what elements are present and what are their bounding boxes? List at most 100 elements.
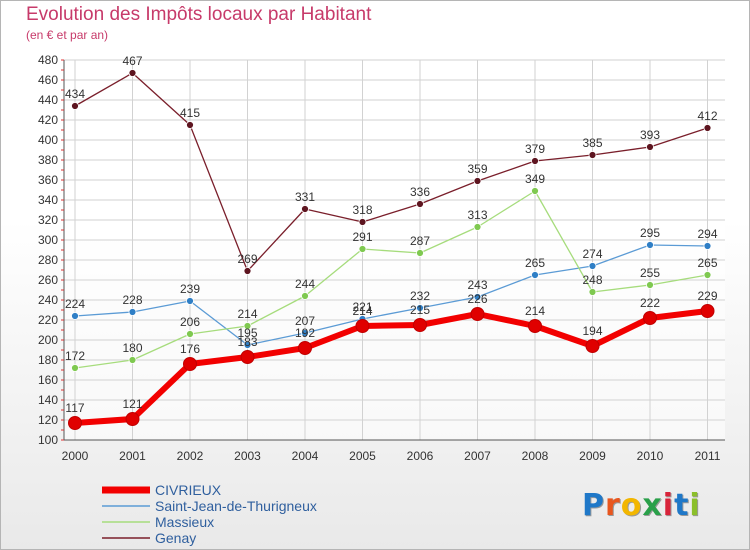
data-label-genay: 415 [180,106,200,120]
data-label-saint-jean-de-thurigneux: 294 [697,227,717,241]
data-label-civrieux: 229 [697,289,717,303]
data-label-saint-jean-de-thurigneux: 243 [467,278,487,292]
logo-letter: x [642,488,663,523]
data-point-genay [243,267,252,275]
legend-label-genay: Genay [155,530,196,546]
data-label-genay: 385 [582,136,602,150]
y-tick-label: 200 [38,333,58,347]
chart-title: Evolution des Impôts locaux par Habitant [26,4,372,25]
legend-label-civrieux: CIVRIEUX [155,482,222,498]
y-tick-label: 100 [38,433,58,447]
y-tick-label: 420 [38,113,58,127]
data-label-massieux: 214 [237,307,257,321]
data-point-saint-jean-de-thurigneux [71,312,79,320]
x-tick-label: 2007 [464,449,491,463]
x-tick-label: 2005 [349,449,376,463]
x-tick-label: 2009 [579,449,606,463]
data-point-saint-jean-de-thurigneux [473,293,482,301]
data-point-genay [301,205,309,213]
data-label-genay: 331 [295,190,315,204]
data-point-genay [703,124,712,132]
data-label-massieux: 248 [582,273,602,287]
data-label-genay: 467 [122,54,142,68]
chart-subtitle: (en € et par an) [26,28,109,42]
data-label-saint-jean-de-thurigneux: 207 [295,314,315,328]
x-tick-label: 2000 [62,449,89,463]
data-point-civrieux [240,350,255,364]
logo-letter: P [582,488,605,523]
x-tick-label: 2010 [637,449,664,463]
data-label-genay: 412 [697,109,717,123]
data-point-genay [71,102,79,110]
data-label-layer: 434 467 415 269 331 318 336 359 379 385 393 412 224 2… [65,54,718,415]
data-label-massieux: 287 [410,234,430,248]
data-label-massieux: 206 [180,315,200,329]
series-line-genay [74,72,709,272]
data-label-genay: 359 [467,162,487,176]
data-label-massieux: 349 [525,172,545,186]
y-tick-label: 120 [38,413,58,427]
axis-layer: 100 120 140 160 180 200 220 240 260 280 300 320 340 3… [38,53,725,463]
data-point-genay [358,218,367,226]
y-tick-label: 440 [38,93,58,107]
data-point-civrieux [183,357,197,371]
data-point-civrieux [413,318,427,332]
y-tick-label: 480 [38,53,58,67]
logo-letter: t [674,488,690,523]
data-label-genay: 379 [525,142,545,156]
y-tick-label: 360 [38,173,58,187]
data-point-massieux [358,245,367,253]
data-label-massieux: 244 [295,277,315,291]
data-label-saint-jean-de-thurigneux: 224 [65,297,85,311]
data-point-civrieux [470,307,485,321]
data-point-genay [416,200,424,208]
data-label-saint-jean-de-thurigneux: 274 [582,247,602,261]
legend: CIVRIEUXSaint-Jean-de-ThurigneuxMassieux… [102,482,317,546]
data-label-saint-jean-de-thurigneux: 239 [180,282,200,296]
data-label-massieux: 265 [697,256,717,270]
grid-layer [64,59,725,441]
data-point-massieux [128,356,137,364]
data-label-saint-jean-de-thurigneux: 195 [237,326,257,340]
plot-area [64,60,725,440]
series-layer [68,69,715,430]
data-point-saint-jean-de-thurigneux [243,341,252,349]
data-label-massieux: 172 [65,349,85,363]
y-tick-label: 240 [38,293,58,307]
data-point-saint-jean-de-thurigneux [588,262,597,270]
data-label-saint-jean-de-thurigneux: 221 [352,300,372,314]
proxiti-logo: Proxiti [582,488,701,523]
data-label-massieux: 180 [122,341,142,355]
data-point-massieux [473,223,482,231]
legend-label-saint-jean-de-thurigneux: Saint-Jean-de-Thurigneux [155,498,317,514]
data-label-civrieux: 214 [352,304,372,318]
data-label-genay: 434 [65,87,85,101]
data-label-genay: 336 [410,185,430,199]
data-point-massieux [703,271,712,279]
data-label-massieux: 313 [467,208,487,222]
x-tick-label: 2001 [119,449,146,463]
data-point-saint-jean-de-thurigneux [128,308,137,316]
legend-label-massieux: Massieux [155,514,214,530]
series-line-civrieux [72,308,711,426]
data-point-civrieux [528,319,542,333]
y-tick-label: 380 [38,153,58,167]
y-tick-label: 160 [38,373,58,387]
y-tick-label: 280 [38,253,58,267]
series-line-massieux [74,190,709,369]
data-label-civrieux: 214 [525,304,545,318]
data-label-civrieux: 121 [122,397,142,411]
data-label-genay: 269 [237,252,257,266]
logo-letter: i [662,488,675,523]
data-label-civrieux: 215 [410,303,430,317]
data-point-massieux [646,281,654,289]
data-point-civrieux [585,339,600,353]
data-label-massieux: 291 [352,230,372,244]
y-tick-label: 340 [38,193,58,207]
data-point-genay [186,121,194,129]
data-point-massieux [588,288,597,296]
y-tick-label: 180 [38,353,58,367]
logo-letter: r [605,488,621,523]
y-tick-label: 460 [38,73,58,87]
